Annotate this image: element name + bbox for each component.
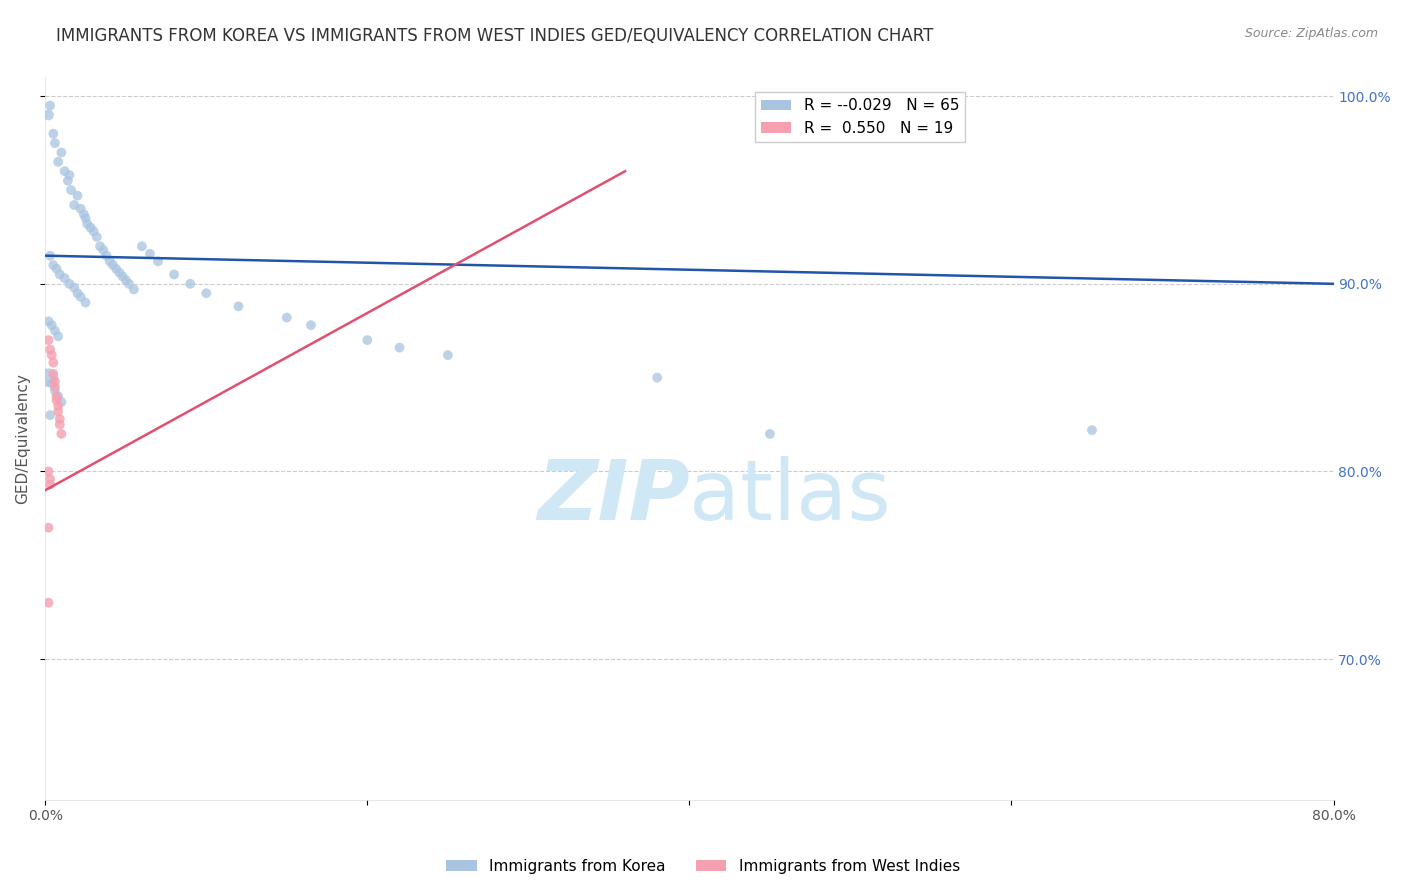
Point (75, 295, 97, 310)
Point (37, 521, 59, 535)
Point (73, 207, 96, 221)
Text: Source: ZipAtlas.com: Source: ZipAtlas.com (1244, 27, 1378, 40)
Point (108, 266, 131, 280)
Y-axis label: GED/Equivalency: GED/Equivalency (15, 373, 30, 504)
Point (44, 375, 66, 389)
Point (86, 230, 108, 244)
Point (228, 299, 250, 313)
Point (58, 277, 80, 291)
Point (69, 202, 91, 216)
Point (75, 211, 97, 226)
Point (41, 318, 63, 332)
Point (42, 127, 65, 141)
Text: ZIP: ZIP (537, 456, 689, 537)
Point (83, 224, 105, 238)
Point (42, 367, 65, 381)
Legend: Immigrants from Korea, Immigrants from West Indies: Immigrants from Korea, Immigrants from W… (440, 853, 966, 880)
Point (60, 183, 83, 197)
Point (195, 286, 218, 301)
Point (45, 389, 67, 403)
Point (356, 333, 378, 347)
Point (53, 271, 76, 285)
Point (45, 393, 67, 408)
Point (39, 98, 62, 112)
Point (66, 188, 89, 202)
Point (79, 220, 101, 235)
Point (66, 286, 89, 301)
Point (139, 247, 162, 261)
Point (51, 145, 73, 160)
Point (759, 426, 782, 441)
Point (388, 341, 411, 355)
Point (53, 164, 76, 178)
Point (111, 269, 134, 284)
Point (44, 384, 66, 398)
Point (41, 376, 63, 391)
Point (96, 249, 118, 263)
Point (39, 249, 62, 263)
Point (51, 426, 73, 441)
Point (39, 343, 62, 357)
Point (163, 268, 186, 282)
Point (39, 477, 62, 491)
Point (63, 198, 86, 212)
Point (46, 399, 69, 413)
Point (46, 329, 69, 343)
Point (645, 370, 668, 384)
Point (39, 472, 62, 486)
Point (1081, 423, 1104, 437)
Point (37, 314, 59, 328)
Point (46, 404, 69, 418)
Point (58, 168, 80, 182)
Point (146, 254, 169, 268)
Point (45, 261, 67, 276)
Point (276, 310, 298, 325)
Point (44, 324, 66, 338)
Point (114, 273, 136, 287)
Point (118, 277, 141, 291)
Point (37, 370, 59, 384)
Point (98, 254, 121, 268)
Legend: R = --0.029   N = 65, R =  0.550   N = 19: R = --0.029 N = 65, R = 0.550 N = 19 (755, 92, 965, 142)
Point (49, 268, 72, 282)
Text: atlas: atlas (689, 456, 891, 537)
Point (49, 417, 72, 432)
Point (46, 154, 69, 169)
Point (91, 243, 114, 257)
Point (37, 108, 59, 122)
Point (101, 258, 124, 272)
Point (179, 277, 201, 291)
Point (49, 412, 72, 426)
Point (42, 356, 65, 370)
Point (299, 318, 322, 332)
Point (39, 408, 62, 422)
Point (37, 596, 59, 610)
Text: IMMIGRANTS FROM KOREA VS IMMIGRANTS FROM WEST INDIES GED/EQUIVALENCY CORRELATION: IMMIGRANTS FROM KOREA VS IMMIGRANTS FROM… (56, 27, 934, 45)
Point (437, 348, 460, 362)
Point (44, 380, 66, 394)
Point (42, 258, 65, 272)
Point (37, 333, 59, 347)
Point (46, 389, 69, 403)
Point (44, 136, 66, 150)
Point (51, 395, 73, 409)
Point (69, 290, 91, 304)
Point (122, 282, 145, 296)
Point (56, 173, 79, 187)
Point (89, 239, 111, 253)
Point (63, 280, 86, 294)
Point (76, 217, 98, 231)
Point (41, 348, 63, 362)
Point (37, 465, 59, 479)
Point (131, 239, 153, 253)
Point (105, 261, 128, 276)
